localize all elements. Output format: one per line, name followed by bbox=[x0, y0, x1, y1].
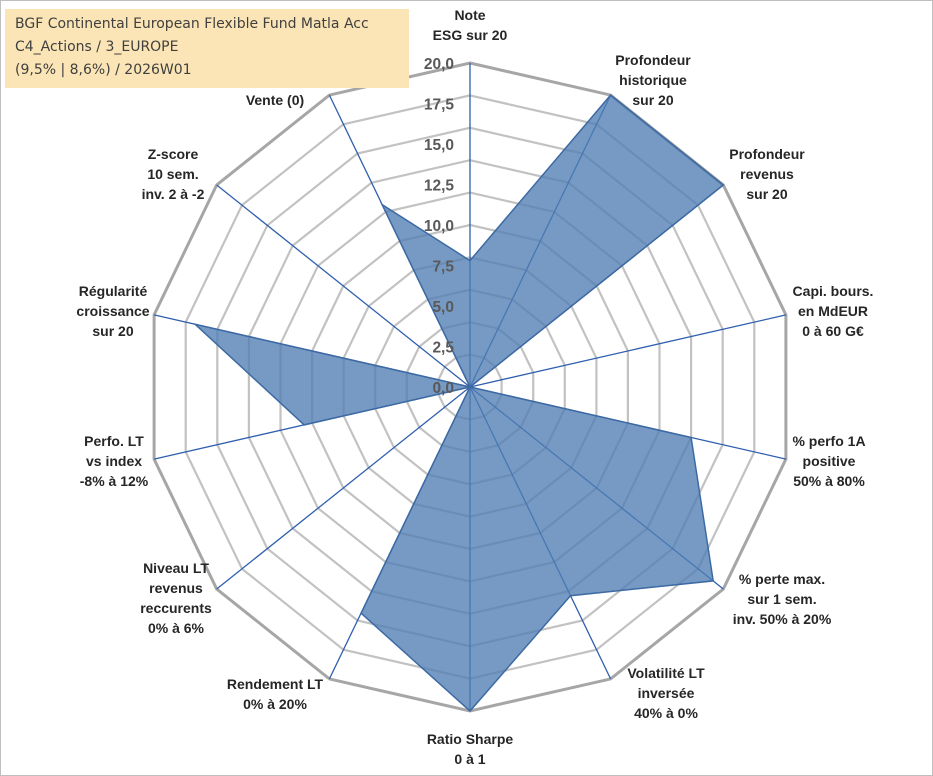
axis-label-line: historique bbox=[619, 72, 687, 88]
axis-label: Profondeur historique sur 20 bbox=[615, 52, 691, 108]
axis-label-line: 0 à 60 G€ bbox=[802, 323, 864, 339]
axis-label-line: vs index bbox=[86, 453, 142, 469]
axis-label: % perte max. sur 1 sem. inv. 50% à 20% bbox=[733, 571, 832, 627]
axis-label: Profondeur revenus sur 20 bbox=[729, 146, 805, 202]
axis-label-line: sur 1 sem. bbox=[747, 591, 816, 607]
axis-spoke bbox=[216, 184, 471, 388]
axis-spoke bbox=[216, 386, 471, 590]
radial-tick-label: 5,0 bbox=[432, 299, 454, 316]
axis-label: Note ESG sur 20 bbox=[433, 7, 508, 43]
fund-title-line-1: BGF Continental European Flexible Fund M… bbox=[15, 16, 369, 32]
radial-tick-labels: 0,0 2,5 5,0 7,5 10,0 12,5 15,0 17,5 20,0 bbox=[424, 56, 455, 397]
axis-label: Capi. bours. en MdEUR 0 à 60 G€ bbox=[793, 283, 874, 339]
axis-label-line: Z-score bbox=[148, 146, 199, 162]
axis-label-line: croissance bbox=[76, 303, 149, 319]
radial-tick-label: 20,0 bbox=[424, 56, 454, 73]
radial-tick-label: 12,5 bbox=[424, 178, 455, 195]
axis-label-line: Vente (0) bbox=[246, 92, 304, 108]
radial-tick-label: 2,5 bbox=[432, 340, 454, 357]
axis-label-line: positive bbox=[803, 453, 856, 469]
axis-label-line: inv. 2 à -2 bbox=[142, 186, 205, 202]
radial-tick-label: 7,5 bbox=[432, 259, 454, 276]
axis-label-line: 0% à 6% bbox=[148, 620, 205, 636]
axis-label-line: Perfo. LT bbox=[84, 433, 144, 449]
axis-label-line: Profondeur bbox=[729, 146, 805, 162]
axis-label: Volatilité LT inversée 40% à 0% bbox=[627, 665, 705, 721]
axis-label: Perfo. LT vs index -8% à 12% bbox=[80, 433, 149, 489]
axis-label-line: 0 à 1 bbox=[454, 751, 485, 767]
axis-label-line: inv. 50% à 20% bbox=[733, 611, 832, 627]
fund-title-line-3: (9,5% | 8,6%) / 2026W01 bbox=[15, 62, 192, 78]
radial-tick-label: 17,5 bbox=[424, 97, 455, 114]
axis-label-line: ESG sur 20 bbox=[433, 27, 508, 43]
axis-label-line: en MdEUR bbox=[798, 303, 868, 319]
axis-label: Rendement LT 0% à 20% bbox=[227, 676, 324, 712]
axis-label-line: sur 20 bbox=[92, 323, 133, 339]
axis-label-line: Ratio Sharpe bbox=[427, 731, 514, 747]
fund-title-box: BGF Continental European Flexible Fund M… bbox=[5, 9, 409, 88]
axis-label-line: sur 20 bbox=[746, 186, 787, 202]
axis-label-line: Capi. bours. bbox=[793, 283, 874, 299]
axis-spoke bbox=[469, 314, 787, 388]
radial-tick-label: 0,0 bbox=[432, 380, 454, 397]
axis-label-line: Note bbox=[454, 7, 485, 23]
axis-label-line: % perte max. bbox=[739, 571, 825, 587]
axis-label-line: -8% à 12% bbox=[80, 473, 149, 489]
axis-label-line: sur 20 bbox=[632, 92, 673, 108]
radar-series bbox=[192, 94, 725, 713]
fund-title-line-2: C4_Actions / 3_EUROPE bbox=[15, 39, 179, 55]
axis-label-line: 50% à 80% bbox=[793, 473, 865, 489]
axis-label: Niveau LT revenus reccurents 0% à 6% bbox=[140, 560, 212, 636]
axis-label-line: 0% à 20% bbox=[243, 696, 307, 712]
axis-labels: Note ESG sur 20 Profondeur historique sur 20… bbox=[76, 7, 873, 767]
axis-label-line: Régularité bbox=[79, 283, 148, 299]
axis-label: Z-score 10 sem. inv. 2 à -2 bbox=[142, 146, 205, 202]
radial-tick-label: 10,0 bbox=[424, 218, 454, 235]
radial-tick-label: 15,0 bbox=[424, 137, 454, 154]
axis-label: Ratio Sharpe 0 à 1 bbox=[427, 731, 514, 767]
axis-label-line: Volatilité LT bbox=[627, 665, 705, 681]
axis-label-line: Niveau LT bbox=[143, 560, 209, 576]
axis-label-line: reccurents bbox=[140, 600, 212, 616]
series-area bbox=[192, 94, 725, 713]
axis-label-line: revenus bbox=[149, 580, 203, 596]
axis-label-line: inversée bbox=[638, 685, 695, 701]
axis-label: Régularité croissance sur 20 bbox=[76, 283, 149, 339]
axis-label-line: revenus bbox=[740, 166, 794, 182]
axis-label-line: Rendement LT bbox=[227, 676, 324, 692]
axis-label-line: % perfo 1A bbox=[792, 433, 865, 449]
axis-label-line: Profondeur bbox=[615, 52, 691, 68]
axis-label-line: 40% à 0% bbox=[634, 705, 698, 721]
axis-label-line: 10 sem. bbox=[147, 166, 198, 182]
axis-label: % perfo 1A positive 50% à 80% bbox=[792, 433, 865, 489]
